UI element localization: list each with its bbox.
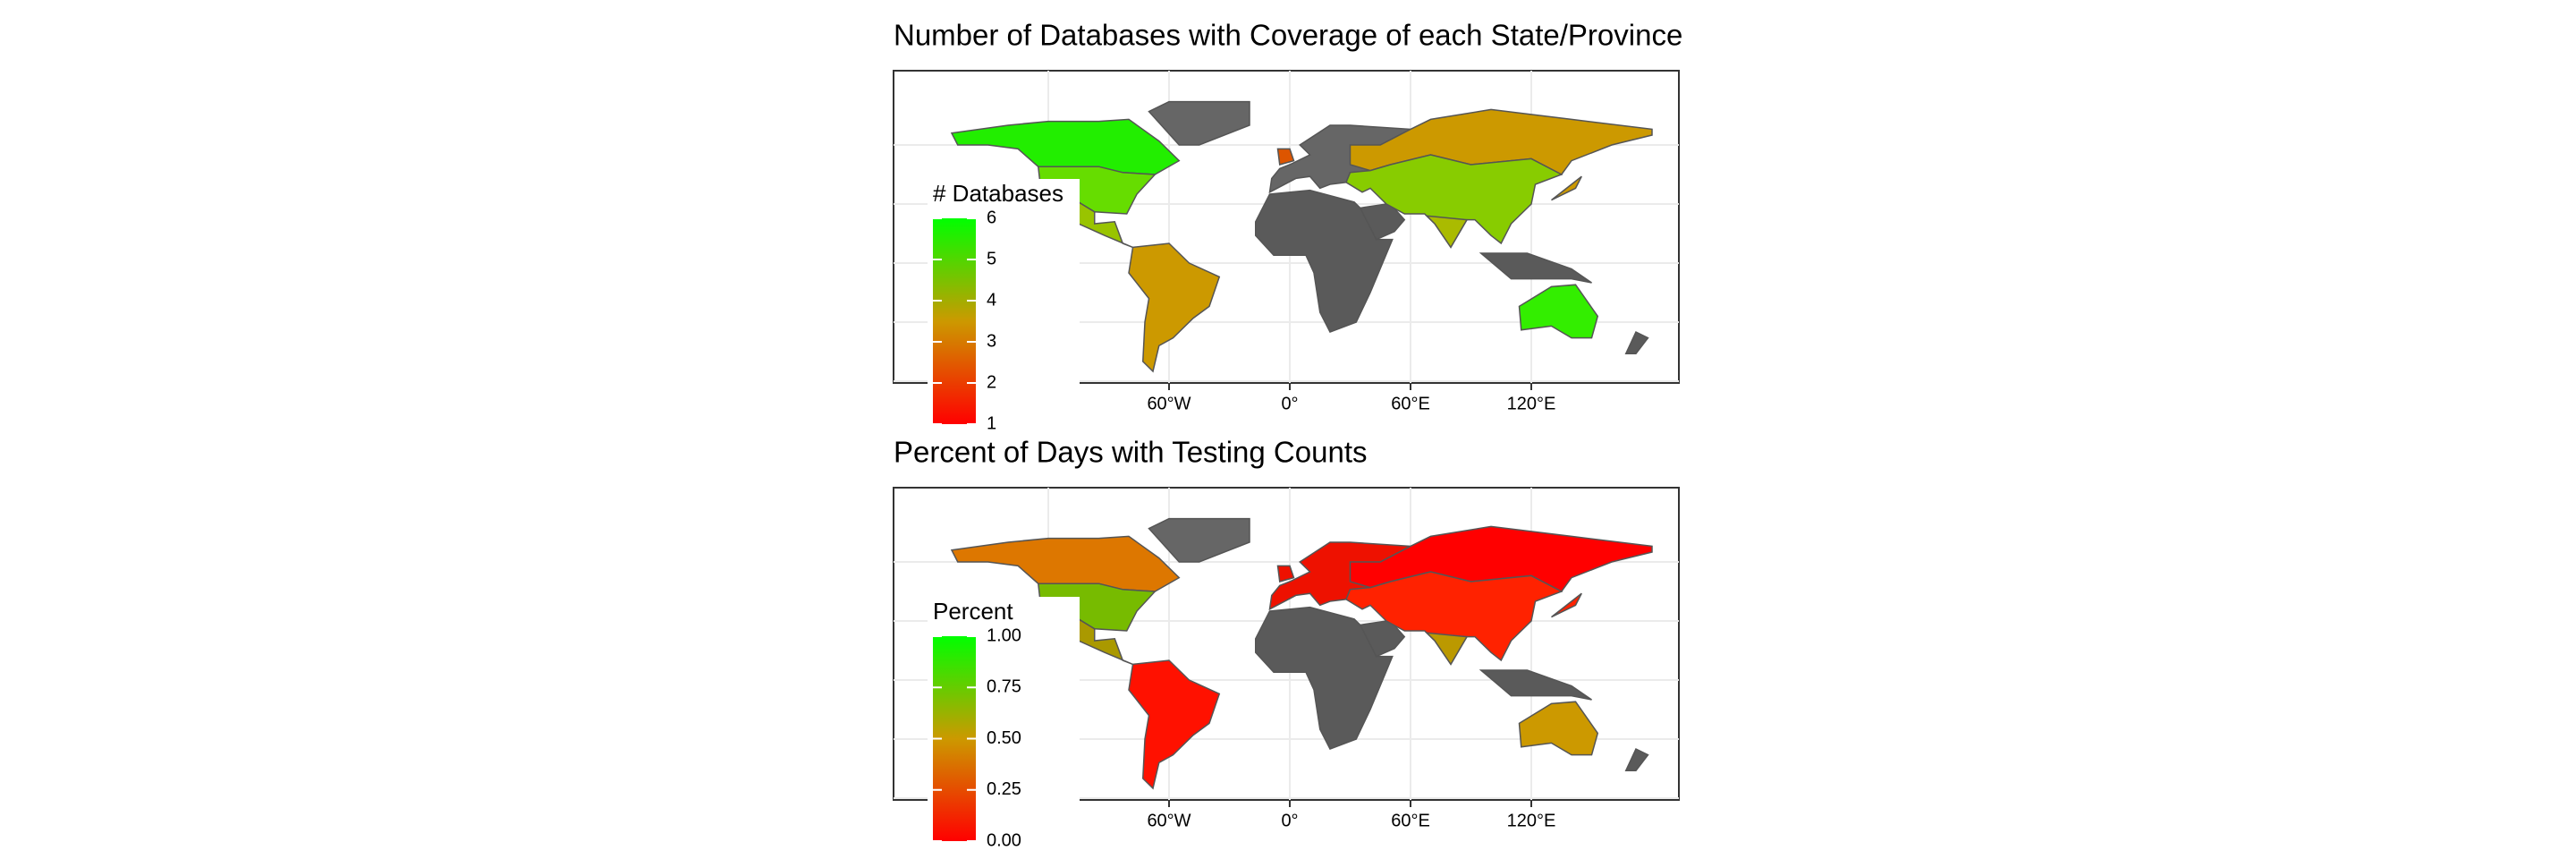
legend-tick-label: 0.00 — [987, 830, 1021, 850]
x-tick-label: 0° — [1281, 394, 1298, 413]
legend-tick-label: 4 — [987, 290, 996, 310]
legend-tick-label: 6 — [987, 208, 996, 227]
legend-tick-label: 3 — [987, 331, 996, 351]
panel-title: Percent of Days with Testing Counts — [894, 436, 1367, 469]
x-tick-label: 60°W — [1147, 811, 1191, 830]
x-tick-label: 60°E — [1391, 811, 1430, 830]
x-tick-label: 60°E — [1391, 394, 1430, 413]
legend-tick-label: 1 — [987, 413, 996, 433]
legend-tick-label: 0.50 — [987, 728, 1021, 748]
x-tick-label: 60°W — [1147, 394, 1191, 413]
x-tick-label: 0° — [1281, 811, 1298, 830]
legend-tick-label: 2 — [987, 372, 996, 392]
legend-tick-label: 5 — [987, 249, 996, 268]
x-tick-label: 120°E — [1507, 394, 1556, 413]
panel-title: Number of Databases with Coverage of eac… — [894, 19, 1682, 52]
legend-title: # Databases — [933, 180, 1063, 207]
legend-tick-label: 1.00 — [987, 625, 1021, 645]
legend-tick-label: 0.75 — [987, 677, 1021, 697]
colorbar — [933, 218, 976, 424]
legend-tick-label: 0.25 — [987, 779, 1021, 799]
x-tick-label: 120°E — [1507, 811, 1556, 830]
legend-title: Percent — [933, 598, 1013, 625]
